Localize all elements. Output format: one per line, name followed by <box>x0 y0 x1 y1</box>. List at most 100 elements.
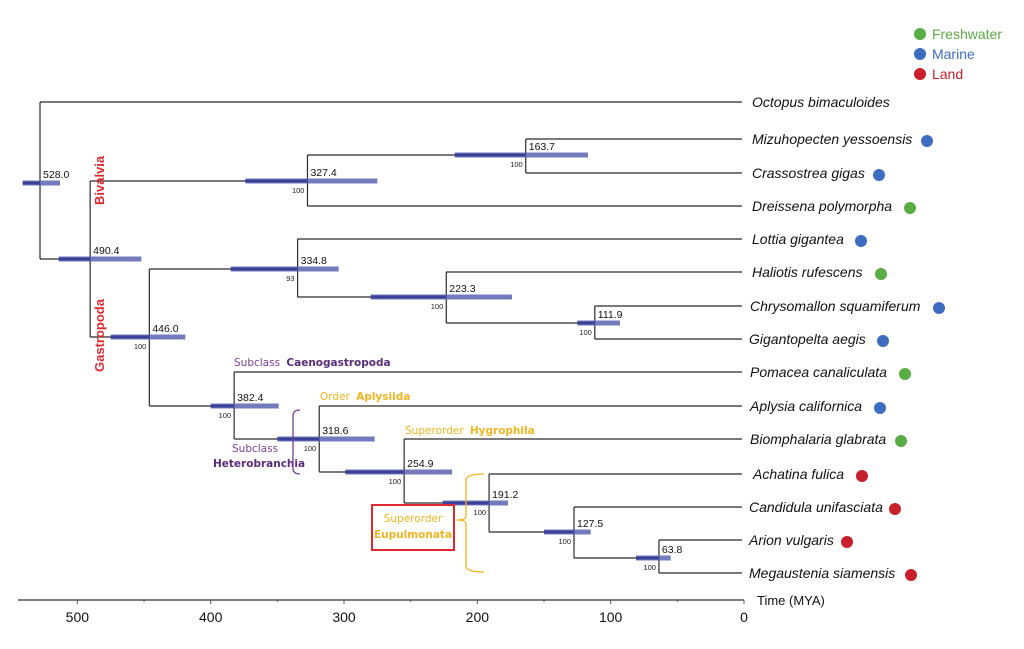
confidence-interval-lower <box>544 530 575 534</box>
leaf-label: Lottia gigantea <box>752 231 844 247</box>
bootstrap-support-label: 100 <box>134 342 147 351</box>
habitat-dot-land <box>889 503 901 515</box>
confidence-interval-bar <box>58 256 142 262</box>
leaf-label: Octopus bimaculoides <box>752 94 890 110</box>
leaf-label: Biomphalaria glabrata <box>750 431 886 447</box>
node-age-label: 382.4 <box>237 392 263 404</box>
node-age-label: 191.2 <box>492 489 518 501</box>
land-dot-icon <box>913 68 926 80</box>
bootstrap-support-label: 100 <box>510 160 523 169</box>
annotation-name: Caenogastropoda <box>286 357 390 369</box>
confidence-interval-lower <box>245 179 308 183</box>
confidence-interval-lower <box>454 153 526 157</box>
habitat-dot-marine <box>873 169 885 181</box>
leaf-label: Candidula unifasciata <box>749 499 883 515</box>
annotation-prefix: Superorder <box>405 425 464 437</box>
leaf-label: Aplysia californica <box>749 398 862 414</box>
habitat-dot-land <box>841 536 853 548</box>
confidence-interval-bar <box>577 320 621 326</box>
habitat-dot-land <box>856 470 868 482</box>
habitat-dot-marine <box>874 402 886 414</box>
confidence-interval-lower <box>636 556 659 560</box>
annotation-prefix: Order <box>320 391 351 403</box>
confidence-intervals-layer <box>22 152 671 561</box>
leaf-label: Dreissena polymorpha <box>752 198 892 214</box>
node-age-label: 528.0 <box>43 169 69 181</box>
leaf-label: Chrysomallon squamiferum <box>750 298 921 314</box>
confidence-interval-lower <box>22 181 41 185</box>
axis-tick-label: 300 <box>332 609 356 625</box>
eupulmonata-bracket <box>456 473 485 573</box>
node-age-label: 127.5 <box>577 518 603 530</box>
habitat-dot-freshwater <box>895 435 907 447</box>
node-age-label: 446.0 <box>152 323 178 335</box>
axis-tick-label: 500 <box>66 609 90 625</box>
heterobranchia-bracket <box>292 409 301 475</box>
confidence-interval-lower <box>230 267 298 271</box>
confidence-interval-lower <box>577 321 595 325</box>
confidence-interval-lower <box>58 257 91 261</box>
leaves-layer: Octopus bimaculoides Mizuhopecten yessoen… <box>748 94 945 581</box>
node-age-label: 163.7 <box>529 141 555 153</box>
axis-tick-label: 200 <box>466 609 490 625</box>
node-age-label: 111.9 <box>598 309 623 321</box>
annotation-name: Hygrophila <box>470 425 535 437</box>
confidence-interval-lower <box>345 470 405 474</box>
axis-title: Time (MYA) <box>757 593 825 608</box>
annotation-heterobranchia-name: Heterobranchia <box>213 458 305 470</box>
annotation-eupulmonata-prefix: Superorder <box>384 513 443 525</box>
legend-item-marine: Marine <box>913 44 1002 64</box>
bootstrap-support-label: 100 <box>474 508 487 517</box>
leaf-label: Arion vulgaris <box>748 532 834 548</box>
annotation-prefix: Subclass <box>234 357 280 369</box>
leaf-label: Pomacea canaliculata <box>750 364 887 380</box>
habitat-dot-marine <box>855 235 867 247</box>
confidence-interval-bar <box>22 180 61 186</box>
habitat-dot-freshwater <box>875 268 887 280</box>
leaf-label: Achatina fulica <box>752 466 844 482</box>
habitat-dot-marine <box>933 302 945 314</box>
confidence-interval-bar <box>210 403 279 409</box>
annotation-name: Aplysiida <box>356 391 410 403</box>
confidence-interval-lower <box>277 437 320 441</box>
bootstrap-support-label: 100 <box>389 477 402 486</box>
bootstrap-support-label: 100 <box>304 444 317 453</box>
clade-label-gastropoda: Gastropoda <box>92 298 107 372</box>
leaf-label: Megaustenia siamensis <box>749 565 895 581</box>
annotation-aplysiida: Order Aplysiida <box>320 391 410 403</box>
legend-label: Marine <box>931 46 975 62</box>
node-age-label: 327.4 <box>310 167 336 179</box>
bootstrap-support-label: 100 <box>558 537 571 546</box>
habitat-dot-land <box>905 569 917 581</box>
time-axis: 500 400 300 200 100 0 Time (MYA) <box>18 593 825 625</box>
legend-label: Freshwater <box>931 26 1002 42</box>
legend-item-land: Land <box>913 64 1002 84</box>
bootstrap-support-label: 100 <box>643 563 656 572</box>
confidence-interval-bar <box>277 436 375 442</box>
legend-item-freshwater: Freshwater <box>913 24 1002 44</box>
node-age-label: 63.8 <box>662 544 683 556</box>
habitat-dot-marine <box>877 335 889 347</box>
annotation-hygrophila: Superorder Hygrophila <box>405 425 535 437</box>
legend: Freshwater Marine Land <box>913 24 1002 84</box>
eupulmonata-box <box>371 504 455 551</box>
axis-tick-label: 0 <box>740 609 748 625</box>
confidence-interval-bar <box>245 178 378 184</box>
leaf-label: Haliotis rufescens <box>752 264 863 280</box>
bootstrap-support-label: 93 <box>286 274 294 283</box>
freshwater-dot-icon <box>913 28 926 40</box>
leaf-label: Crassostrea gigas <box>752 165 865 181</box>
axis-tick-label: 100 <box>599 609 623 625</box>
node-age-label: 334.8 <box>301 255 327 267</box>
habitat-dot-freshwater <box>899 368 911 380</box>
marine-dot-icon <box>913 48 926 60</box>
annotation-eupulmonata-name: Eupulmonata <box>374 529 452 541</box>
habitat-dot-marine <box>921 135 933 147</box>
confidence-interval-lower <box>370 295 447 299</box>
node-age-label: 254.9 <box>407 458 433 470</box>
confidence-interval-lower <box>110 335 150 339</box>
habitat-dot-freshwater <box>904 202 916 214</box>
clade-label-bivalvia: Bivalvia <box>92 155 107 205</box>
axis-tick-label: 400 <box>199 609 223 625</box>
